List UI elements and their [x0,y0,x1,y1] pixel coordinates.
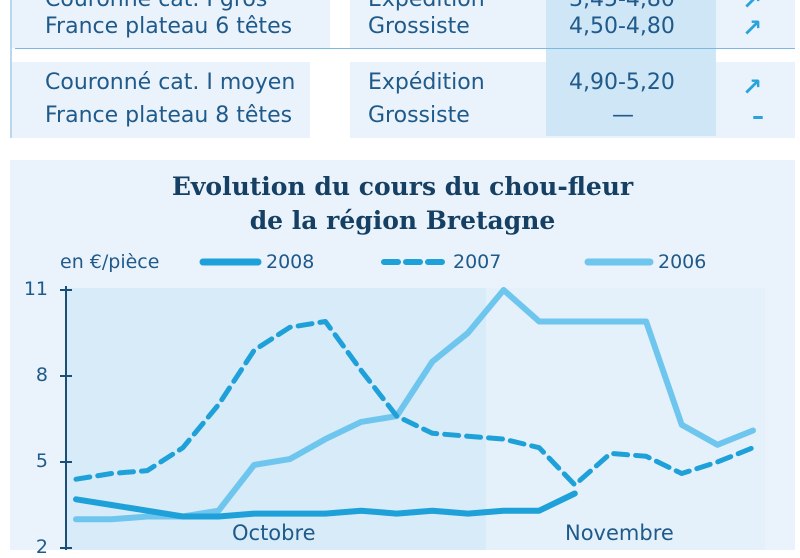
y-tick-label: 5 [8,450,48,472]
y-tick-label: 11 [8,278,48,300]
month-label-october: Octobre [232,521,316,545]
month-label-november: Novembre [565,521,674,545]
y-tick-label: 2 [8,536,48,558]
y-tick-label: 8 [8,364,48,386]
legend-label-2008: 2008 [266,251,314,273]
legend-label-2007: 2007 [453,251,501,273]
legend-label-2006: 2006 [658,251,706,273]
